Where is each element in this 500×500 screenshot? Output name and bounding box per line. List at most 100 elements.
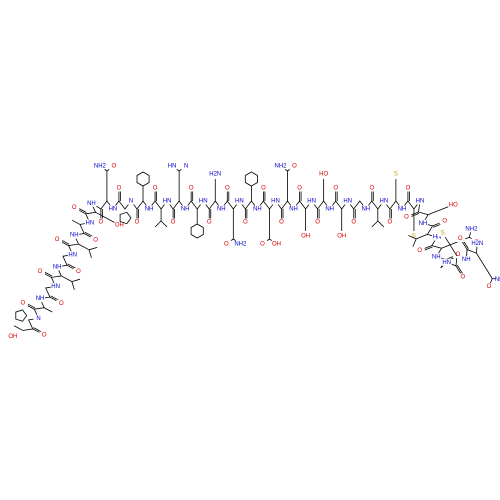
atom-label: O: [487, 284, 492, 290]
label-bg: [39, 331, 50, 339]
atom-label: OH: [337, 234, 346, 240]
label-bg: [306, 197, 317, 205]
label-bg: [342, 197, 353, 205]
label-bg: [417, 219, 428, 227]
atom-label: O: [243, 220, 248, 226]
atom-label: O: [171, 220, 176, 226]
label-bg: [240, 218, 251, 226]
atom-label: HN: [168, 164, 177, 170]
atom-label: N: [184, 164, 188, 170]
atom-label: O: [42, 333, 47, 339]
atom-label: O: [351, 220, 356, 226]
label-bg: [330, 184, 341, 192]
atom-label: NH: [432, 254, 441, 260]
side-chain: [88, 246, 98, 251]
label-bg: [300, 232, 311, 240]
atom-label: HN: [416, 199, 425, 205]
atom-label: O: [93, 237, 98, 243]
carbonyl-bond: [84, 231, 94, 238]
atom-label: NH2: [465, 226, 478, 232]
label-bg: [162, 197, 173, 205]
atom-label: NH: [253, 207, 262, 213]
atom-label: O: [59, 301, 64, 307]
side-chain: [95, 211, 116, 224]
atom-label: O: [369, 186, 374, 192]
carbonyl-bond: [33, 327, 43, 333]
atom-label: OH: [115, 223, 124, 229]
label-bg: [52, 263, 63, 271]
atom-label: O: [404, 214, 409, 220]
label-bg: [257, 240, 268, 248]
label-bg: [198, 197, 209, 205]
label-bg: [472, 239, 483, 247]
atom-label: O: [456, 252, 461, 258]
side-chain: [412, 238, 417, 247]
label-bg: [401, 213, 412, 221]
label-bg: [402, 184, 413, 192]
label-bg: [235, 240, 246, 248]
atom-label: NH: [53, 264, 62, 270]
atom-label: NH: [36, 296, 45, 302]
label-bg: [234, 197, 245, 205]
ring: [119, 211, 132, 225]
side-chain: [71, 278, 81, 283]
atom-label: N: [129, 199, 133, 205]
atom-label: S: [412, 234, 416, 240]
label-bg: [56, 299, 67, 307]
atom-label: O: [297, 186, 302, 192]
label-bg: [452, 251, 463, 259]
atom-label: O: [117, 186, 122, 192]
side-chain: [61, 275, 73, 282]
label-bg: [336, 232, 347, 240]
label-bg: [35, 295, 46, 303]
label-bg: [204, 218, 215, 226]
side-chain: [78, 243, 90, 251]
atom-label: HO: [449, 202, 458, 208]
side-chain: [377, 220, 385, 228]
atom-label: HN: [380, 199, 389, 205]
label-bg: [378, 197, 389, 205]
atom-label: HN: [51, 284, 60, 290]
atom-label: O: [189, 186, 194, 192]
label-bg: [324, 205, 335, 213]
label-bg: [483, 283, 494, 291]
label-bg: [432, 233, 443, 241]
atom-label: OH: [272, 242, 281, 248]
carbonyl-bond: [461, 240, 468, 250]
atom-label: O: [153, 186, 158, 192]
atom-label: O: [225, 186, 230, 192]
atom-label: O: [292, 164, 297, 170]
atom-label: HN: [442, 260, 451, 266]
atom-label: O: [21, 301, 26, 307]
label-bg: [275, 162, 286, 170]
carbonyl-bond: [67, 263, 77, 270]
label-bg: [318, 170, 329, 178]
label-bg: [107, 205, 118, 213]
label-bg: [186, 184, 197, 192]
label-bg: [210, 170, 221, 178]
atom-label: O: [135, 220, 140, 226]
atom-label: O: [38, 269, 43, 275]
atom-label: O: [442, 219, 447, 225]
label-bg: [222, 184, 233, 192]
aromatic-ring: [190, 223, 204, 239]
atom-label: O: [72, 205, 77, 211]
atom-label: HN: [433, 235, 442, 241]
atom-label: O: [207, 220, 212, 226]
atom-label: NH2: [495, 277, 500, 283]
ring: [15, 309, 28, 322]
label-bg: [414, 197, 425, 205]
atom-label: NH: [289, 207, 298, 213]
label-bg: [131, 218, 142, 226]
label-bg: [33, 314, 44, 322]
label-bg: [461, 256, 472, 264]
atom-label: NH: [398, 207, 407, 213]
atom-label: H2N: [471, 241, 483, 247]
atom-label: HN: [68, 252, 77, 258]
side-chain: [160, 220, 168, 228]
atom-label: HN: [109, 207, 118, 213]
label-bg: [50, 283, 61, 291]
atom-label: O: [458, 236, 463, 242]
side-chain: [71, 219, 81, 225]
